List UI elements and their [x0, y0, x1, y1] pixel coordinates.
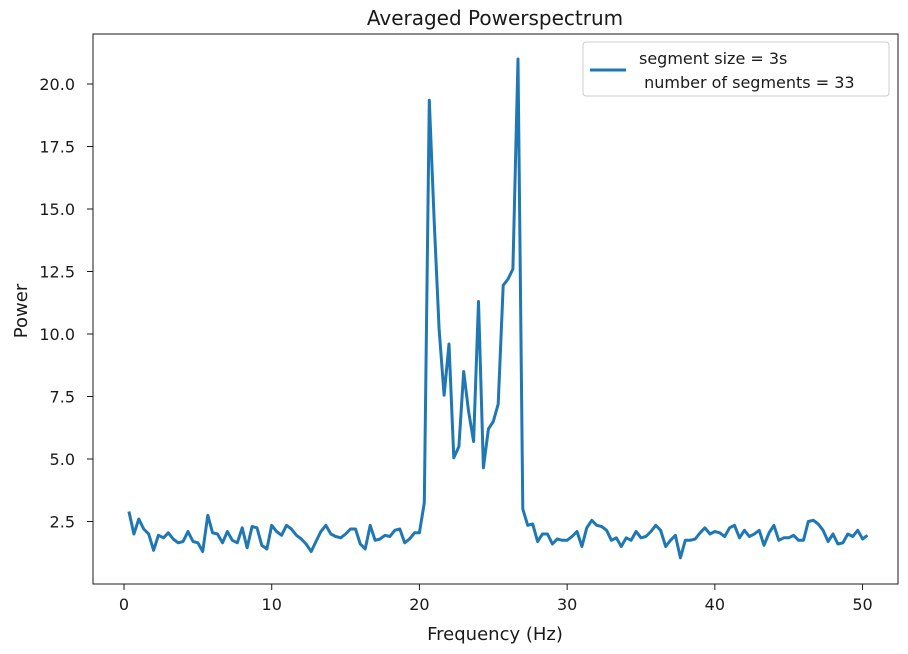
- x-tick-label: 30: [557, 595, 577, 614]
- y-tick-label: 7.5: [50, 388, 75, 407]
- x-axis-ticks: 0 10 20 30 40 50: [119, 584, 873, 614]
- y-tick-label: 2.5: [50, 513, 75, 532]
- series-line-power: [127, 57, 869, 560]
- legend-label-line-2: number of segments = 33: [639, 73, 855, 92]
- x-tick-label: 50: [852, 595, 872, 614]
- x-tick-label: 0: [119, 595, 129, 614]
- y-tick-label: 10.0: [39, 325, 75, 344]
- y-tick-label: 5.0: [50, 450, 75, 469]
- x-tick-label: 10: [262, 595, 282, 614]
- x-axis-label: Frequency (Hz): [427, 624, 563, 645]
- y-axis-ticks: 2.5 5.0 7.5 10.0 12.5 15.0 17.5 20.0: [39, 75, 93, 532]
- y-tick-label: 15.0: [39, 200, 75, 219]
- legend: segment size = 3s number of segments = 3…: [582, 41, 890, 97]
- x-tick-label: 20: [409, 595, 429, 614]
- chart-title: Averaged Powerspectrum: [367, 6, 623, 30]
- y-axis-label: Power: [11, 283, 32, 338]
- y-tick-label: 12.5: [39, 263, 75, 282]
- x-tick-label: 40: [705, 595, 725, 614]
- plot-area: [127, 57, 869, 560]
- y-tick-label: 20.0: [39, 75, 75, 94]
- legend-box: [582, 41, 890, 97]
- y-tick-label: 17.5: [39, 138, 75, 157]
- legend-label-line-1: segment size = 3s: [639, 49, 787, 68]
- axes-frame: [92, 33, 899, 585]
